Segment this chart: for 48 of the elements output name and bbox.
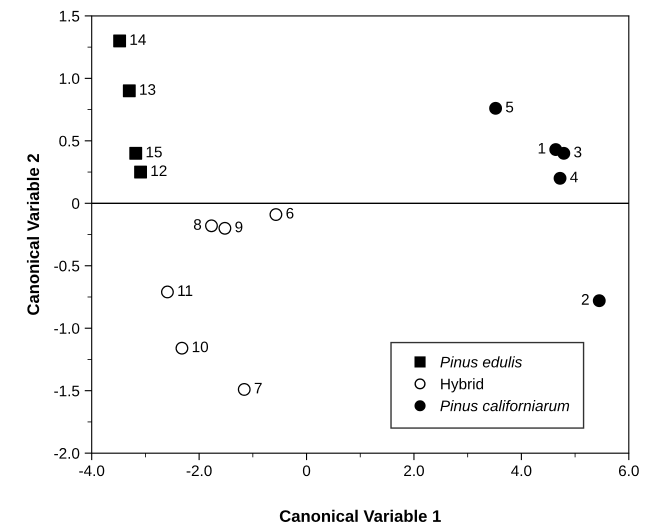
- y-tick-label: 0: [72, 198, 80, 209]
- legend-label: Hybrid: [441, 378, 484, 392]
- point: [122, 84, 136, 98]
- point: [592, 294, 606, 308]
- legend-label: Pinus californiarum: [440, 400, 570, 412]
- y-tick-label: -1.0: [54, 323, 80, 334]
- y-axis-title: Canonical Variable 2: [26, 154, 40, 315]
- legend-label: Pinus edulis: [440, 356, 522, 368]
- annotation: 5: [506, 102, 514, 112]
- annotation: 10: [192, 341, 208, 352]
- y-tick-label: 1.0: [60, 73, 80, 84]
- x-tick-label: -4.0: [79, 465, 104, 476]
- annotation: 7: [254, 382, 262, 394]
- point: [269, 208, 282, 221]
- y-tick-label: -0.5: [54, 260, 80, 272]
- y-tick-label: 0.5: [59, 136, 80, 147]
- y-tick-label: 1.5: [60, 10, 80, 22]
- point: [160, 286, 174, 298]
- point: [218, 222, 232, 235]
- point: [554, 172, 566, 185]
- point: [134, 166, 148, 178]
- point: [129, 146, 142, 160]
- annotation: 15: [146, 146, 162, 158]
- point: [176, 342, 188, 355]
- annotation: 9: [235, 222, 242, 232]
- y-tick-label: -2.0: [54, 448, 80, 459]
- annotation: 8: [194, 219, 202, 230]
- annotation: 3: [574, 146, 582, 158]
- x-tick-label: 4.0: [511, 465, 532, 476]
- annotation: 13: [140, 84, 156, 95]
- point: [113, 34, 126, 48]
- y-tick-label: -1.5: [54, 386, 80, 396]
- annotation: 12: [151, 165, 167, 176]
- x-tick-label: 6.0: [618, 465, 639, 476]
- annotation: 14: [130, 34, 146, 45]
- x-axis-title: Canonical Variable 1: [280, 510, 441, 522]
- x-tick-label: 2.0: [404, 465, 424, 476]
- x-tick-label: 0: [302, 465, 310, 476]
- x-tick-label: -2.0: [186, 465, 212, 476]
- annotation: 11: [178, 285, 192, 296]
- point: [489, 102, 502, 115]
- point: [238, 383, 251, 396]
- point: [557, 146, 570, 160]
- point: [205, 219, 218, 232]
- annotation: 1: [538, 143, 546, 154]
- annotation: 4: [570, 172, 578, 182]
- annotation: 2: [582, 294, 589, 305]
- annotation: 6: [286, 208, 294, 219]
